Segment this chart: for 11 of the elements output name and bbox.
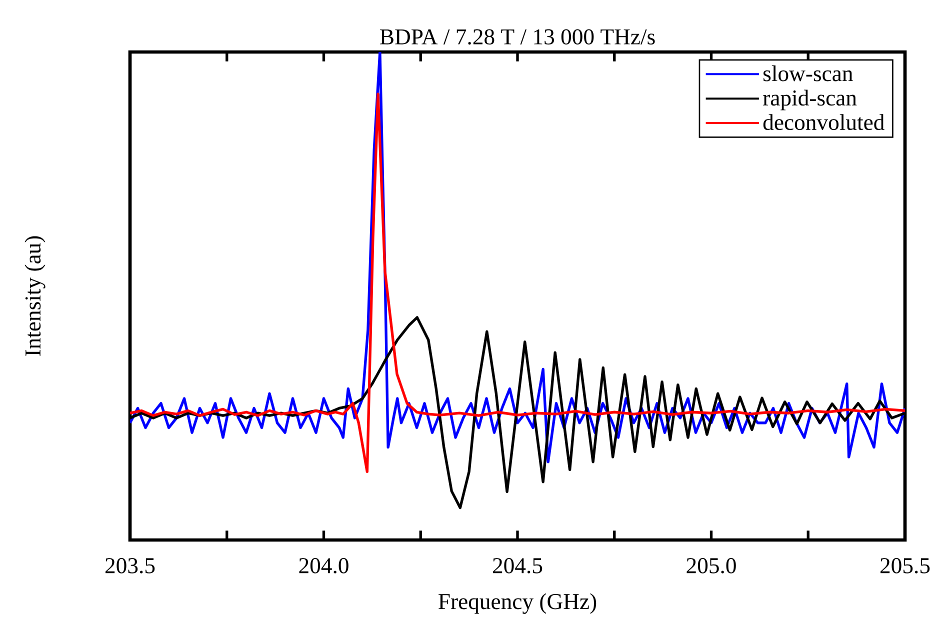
legend-label: rapid-scan [763, 90, 857, 110]
x-tick-label: 203.5 [106, 558, 155, 574]
x-axis-title: Frequency (GHz) [438, 593, 596, 614]
legend-label: deconvoluted [763, 114, 884, 130]
y-axis-title: Intensity (au) [24, 236, 46, 356]
x-tick-label: 205.0 [686, 558, 736, 574]
x-tick-label: 205.5 [880, 558, 930, 574]
x-tick-label: 204.5 [493, 558, 542, 574]
legend-label: slow-scan [764, 65, 853, 82]
chart-title: BDPA / 7.28 T / 13 000 THz/s [380, 29, 655, 45]
x-tick-label: 204.0 [299, 558, 348, 574]
